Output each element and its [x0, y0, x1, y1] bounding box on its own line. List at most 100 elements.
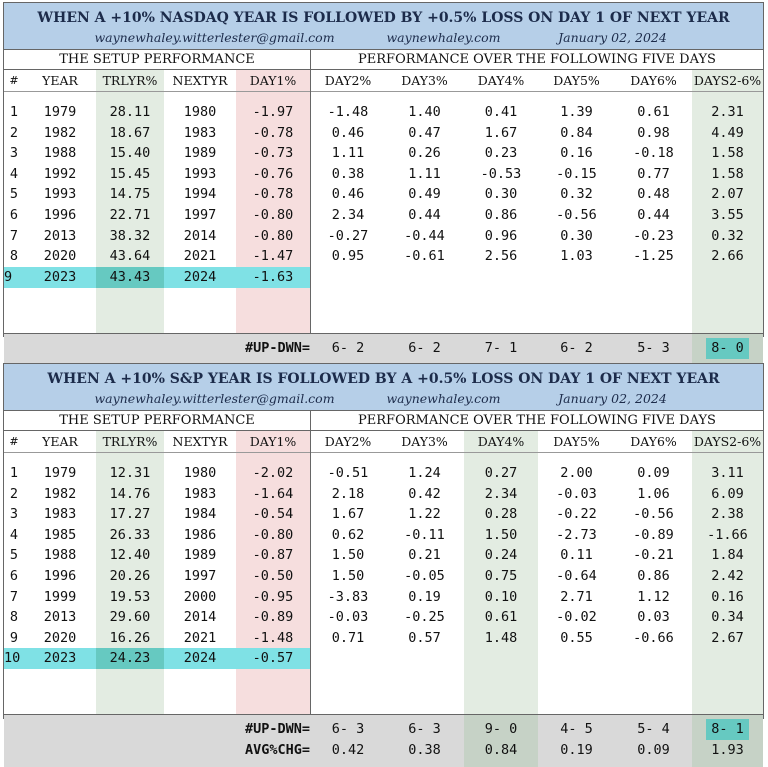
table-cell: -0.87 [252, 547, 294, 564]
summary-cell: 7- 1 [484, 340, 518, 356]
table-cell: 2014 [183, 609, 217, 626]
table-cell: 12.40 [109, 547, 151, 564]
table-cell: 2020 [43, 629, 77, 646]
summary-cell: 5- 4 [637, 721, 670, 737]
table-cell: -0.03 [327, 609, 369, 626]
table-cell: -0.80 [252, 207, 294, 223]
table-cell: 1979 [43, 465, 77, 481]
table-cell: 0.09 [637, 465, 670, 481]
table-cell: -0.95 [252, 588, 294, 605]
table-cell: 14.75 [109, 186, 151, 203]
table-cell: 16.26 [109, 629, 151, 646]
table-cell: -0.56 [633, 506, 674, 523]
table-cell: 0.48 [637, 186, 670, 203]
table-cell: 1992 [43, 165, 77, 182]
table-cell: 7 [9, 227, 19, 244]
table-cell: 0.49 [408, 186, 441, 203]
summary-cell: 6- 2 [408, 340, 441, 356]
column-header: NEXTYR [172, 73, 228, 88]
table-cell: 2014 [183, 227, 217, 244]
table-cell: 4 [9, 526, 19, 543]
table-row: 8 2013 29.60 2014 -0.89 -0.03 -0.25 0.61 -0.02 0.… [4, 607, 763, 628]
header-row: # YEAR TRLYR% NEXTYR DAY1% DAY2% DAY3% DAY4% DAY… [4, 70, 763, 92]
column-header: DAY4% [477, 434, 525, 449]
table-cell: 1993 [183, 165, 217, 182]
table-cell: 1985 [43, 526, 77, 543]
column-header: DAY2% [324, 73, 372, 88]
table-cell: -0.76 [252, 165, 294, 182]
table-cell: 0.30 [484, 186, 518, 203]
table-cell: 0.16 [711, 588, 744, 605]
table-cell: 0.42 [408, 485, 441, 502]
column-header: DAYS2-6% [693, 73, 762, 88]
table-cell: -0.15 [556, 165, 597, 182]
table-cell: 1989 [183, 547, 217, 564]
column-header: DAY6% [630, 73, 677, 88]
table-cell: 0.44 [408, 207, 441, 223]
table-cell: -0.05 [404, 568, 445, 584]
table-title: WHEN A +10% NASDAQ YEAR IS FOLLOWED BY +… [37, 10, 730, 26]
table-cell: 0.95 [331, 248, 365, 265]
table-cell: 1.12 [637, 588, 670, 605]
current-cell: 2024 [164, 648, 236, 670]
table-cell: 1988 [43, 145, 77, 162]
table-cell: -1.47 [252, 248, 294, 265]
table-cell: 4.49 [711, 124, 744, 141]
current-cell: 43.43 [96, 266, 164, 288]
table-cell: -0.51 [327, 465, 369, 481]
current-cell: 10 [4, 648, 24, 670]
current-cell: 2023 [24, 648, 96, 670]
table-cell: 43.64 [109, 248, 151, 265]
section-label-performance: PERFORMANCE OVER THE FOLLOWING FIVE DAYS [311, 411, 763, 431]
column-header: TRLYR% [102, 73, 158, 88]
table-cell: -0.50 [252, 568, 294, 584]
column-band [236, 70, 310, 333]
table-cell: 1986 [183, 526, 217, 543]
table-cell: 1.67 [331, 506, 365, 523]
table-cell: -1.64 [252, 485, 294, 502]
current-cell: 2024 [164, 266, 236, 288]
table-cell: -0.21 [633, 547, 674, 564]
table-cell: -1.97 [252, 104, 294, 120]
table-cell: 1.06 [637, 485, 670, 502]
table-cell: 0.46 [331, 186, 365, 203]
average-row: AVG%CHG= 0.42 0.38 0.84 0.19 0.09 1.93 [4, 740, 763, 761]
table-cell: -0.02 [556, 609, 597, 626]
table-cell: 0.46 [331, 124, 365, 141]
table-cell: 2021 [183, 629, 217, 646]
table-cell: 0.11 [560, 547, 593, 564]
section-divider [310, 50, 311, 333]
table-cell: -0.23 [633, 227, 674, 244]
summary-cell: 0.09 [637, 742, 670, 758]
table-cell: -0.18 [633, 145, 674, 162]
table-cell: 0.24 [484, 547, 518, 564]
table-cell: -0.03 [556, 485, 597, 502]
column-header: YEAR [42, 73, 78, 88]
table-cell: 1996 [43, 207, 77, 223]
table-row: 8 2020 43.64 2021 -1.47 0.95 -0.61 2.56 1.03 -1.2… [4, 246, 763, 267]
table-cell: 0.61 [484, 609, 518, 626]
current-cell: -1.63 [236, 266, 310, 288]
report-date: January 02, 2024 [558, 391, 667, 406]
table-cell: 1989 [183, 145, 217, 162]
table-cell: 1.50 [331, 547, 365, 564]
column-header: DAY5% [553, 73, 600, 88]
table-cell: 0.30 [560, 227, 593, 244]
table-row: 7 2013 38.32 2014 -0.80 -0.27 -0.44 0.96 0.30 -0.… [4, 226, 763, 247]
table-cell: 0.19 [408, 588, 441, 605]
table-cell: 1.67 [484, 124, 518, 141]
table-banner: WHEN A +10% NASDAQ YEAR IS FOLLOWED BY +… [4, 3, 763, 50]
table-cell: -2.73 [556, 526, 597, 543]
table-cell: 1.11 [408, 165, 441, 182]
table-cell: -1.48 [252, 629, 294, 646]
table-cell: 1980 [183, 104, 217, 120]
table-row: 4 1985 26.33 1986 -0.80 0.62 -0.11 1.50 -2.73 -0.… [4, 525, 763, 546]
sp-table: WHEN A +10% S&P YEAR IS FOLLOWED BY A +0… [3, 363, 764, 767]
table-cell: 14.76 [109, 485, 151, 502]
table-cell: -0.78 [252, 124, 294, 141]
summary-cell: 6- 3 [408, 721, 441, 737]
author-site: waynewhaley.com [386, 391, 501, 406]
table-row: 3 1988 15.40 1989 -0.73 1.11 0.26 0.23 0.16 -0.18… [4, 143, 763, 164]
current-cell: 9 [4, 266, 24, 288]
table-cell: 0.84 [560, 124, 593, 141]
